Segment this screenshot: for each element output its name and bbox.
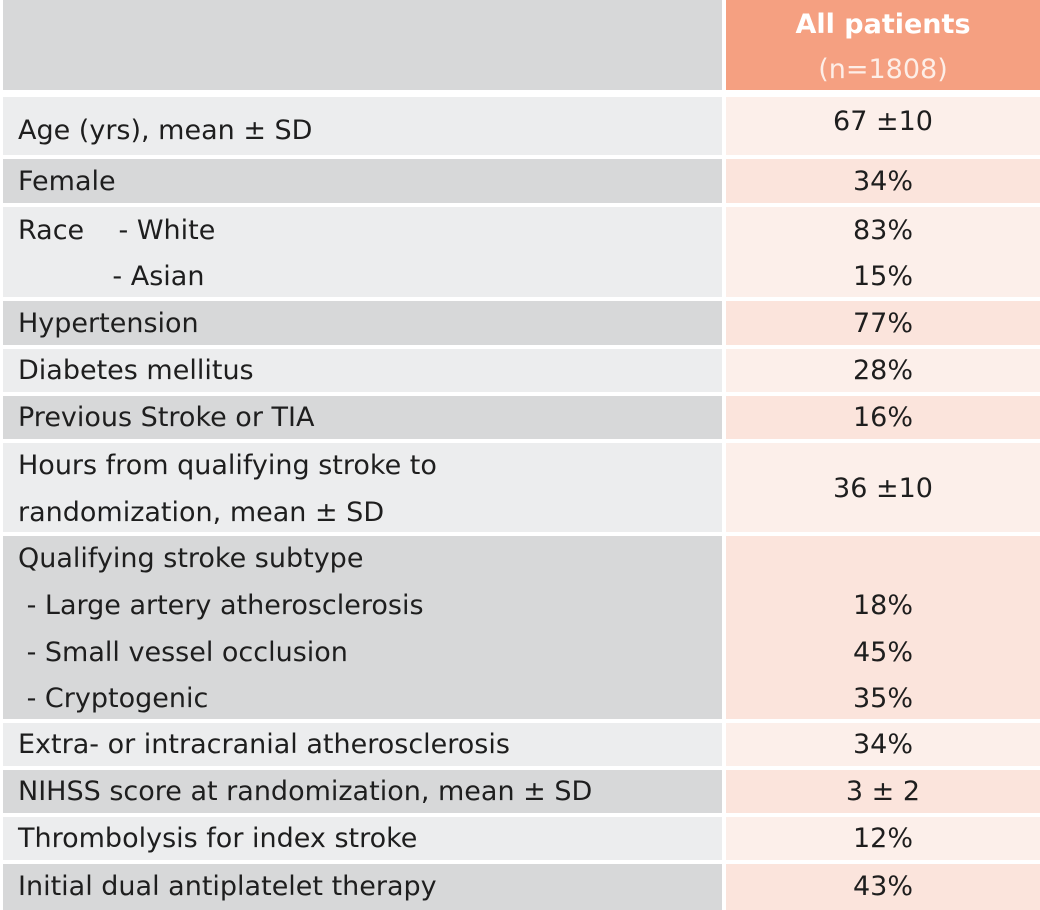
row-label-cell: Extra- or intracranial atherosclerosis [3,723,722,766]
row-label-cell: Hypertension [3,301,722,345]
row-value: 16% [852,402,913,433]
row-value-cell: 34% [726,159,1040,203]
row-label: Qualifying stroke subtype [18,543,364,574]
row-value-cell: 43% [726,864,1040,910]
row-value: 18% [852,590,913,621]
table-row: NIHSS score at randomization, mean ± SD … [0,770,1040,813]
row-label: - Cryptogenic [18,683,209,714]
column-subtitle: (n=1808) [818,54,948,85]
header-value-cell: All patients (n=1808) [726,0,1040,90]
table-row: Initial dual antiplatelet therapy 43% [0,864,1040,910]
table-row: Thrombolysis for index stroke 12% [0,817,1040,860]
row-label: Hypertension [18,308,199,339]
header-label-cell [3,0,722,90]
row-label-cell: Race - White - Asian [3,207,722,297]
row-label-cell: NIHSS score at randomization, mean ± SD [3,770,722,813]
row-value-cell: 12% [726,817,1040,860]
row-value: 45% [852,637,913,668]
row-value-cell: 83% 15% [726,207,1040,297]
row-value-cell: 34% [726,723,1040,766]
column-title: All patients [795,9,971,40]
row-label-cell: Initial dual antiplatelet therapy [3,864,722,910]
row-label: Hours from qualifying stroke to [18,450,437,481]
row-value: 67 ±10 [833,106,933,137]
row-label: Age (yrs), mean ± SD [18,115,313,146]
row-label-cell: Age (yrs), mean ± SD [3,97,722,155]
row-label-cell: Thrombolysis for index stroke [3,817,722,860]
table-row: Race - White - Asian 83% 15% [0,207,1040,297]
row-label: NIHSS score at randomization, mean ± SD [18,776,593,807]
row-value: 77% [852,308,913,339]
table-row: Hypertension 77% [0,301,1040,345]
row-value-cell: 67 ±10 [726,97,1040,155]
row-label: - Small vessel occlusion [18,637,348,668]
table-header-row: All patients (n=1808) [0,0,1040,90]
row-value-cell: 28% [726,349,1040,392]
row-label: Thrombolysis for index stroke [18,823,418,854]
row-label: - Asian [18,261,205,292]
row-label-cell: Previous Stroke or TIA [3,396,722,439]
row-value: 83% [852,215,913,246]
table-row: Diabetes mellitus 28% [0,349,1040,392]
table-row: Extra- or intracranial atherosclerosis 3… [0,723,1040,766]
row-value: 36 ±10 [833,473,933,504]
row-value-cell: 3 ± 2 [726,770,1040,813]
table-row: Qualifying stroke subtype - Large artery… [0,536,1040,719]
row-label-cell: Hours from qualifying stroke to randomiz… [3,443,722,532]
row-label: randomization, mean ± SD [18,497,385,528]
row-value: 35% [852,683,913,714]
row-value: 43% [852,871,913,902]
row-value-cell: 36 ±10 [726,443,1040,532]
row-label: Extra- or intracranial atherosclerosis [18,729,510,760]
row-label-cell: Female [3,159,722,203]
table-row: Female 34% [0,159,1040,203]
row-value: 3 ± 2 [845,776,921,807]
row-label: - Large artery atherosclerosis [18,590,424,621]
table-row: Previous Stroke or TIA 16% [0,396,1040,439]
table-row: Age (yrs), mean ± SD 67 ±10 [0,97,1040,155]
row-value: 34% [852,166,913,197]
row-label: Initial dual antiplatelet therapy [18,871,437,902]
row-label-cell: Qualifying stroke subtype - Large artery… [3,536,722,719]
row-label: Race - White [18,215,216,246]
row-label-cell: Diabetes mellitus [3,349,722,392]
row-label: Female [18,166,116,197]
row-value: 12% [852,823,913,854]
row-value-cell: 77% [726,301,1040,345]
row-value: 15% [852,261,913,292]
row-value: 28% [852,355,913,386]
row-value: 34% [852,729,913,760]
table-row: Hours from qualifying stroke to randomiz… [0,443,1040,532]
row-label: Diabetes mellitus [18,355,254,386]
row-label: Previous Stroke or TIA [18,402,315,433]
row-value-cell: 16% [726,396,1040,439]
row-value-cell: 18% 45% 35% [726,536,1040,719]
